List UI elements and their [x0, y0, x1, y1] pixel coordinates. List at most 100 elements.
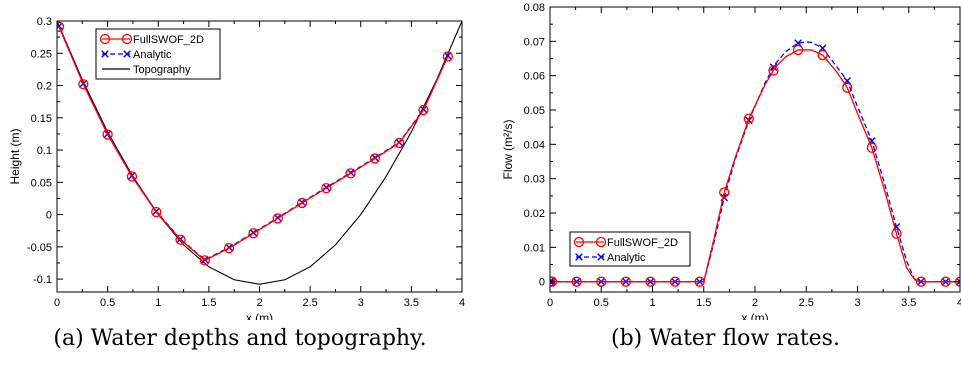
- legend-marker-0: [99, 33, 111, 45]
- point-s0-3: [126, 171, 138, 182]
- series-line-1: [550, 41, 960, 283]
- point-s0-6: [669, 276, 681, 287]
- x-axis-label: x (m): [741, 311, 768, 320]
- x-tick-label: 0: [54, 297, 60, 309]
- legend-marker-0: [121, 33, 133, 45]
- y-tick-label: 0.3: [37, 16, 52, 28]
- x-tick-label: 2: [256, 297, 262, 309]
- point-s0-13: [369, 153, 381, 164]
- x-tick-label: 2: [752, 297, 758, 309]
- point-s0-5: [175, 234, 186, 245]
- point-s0-2: [102, 129, 113, 140]
- legend-box: [95, 28, 221, 80]
- x-tick-label: 1: [155, 297, 161, 309]
- figure-a: 0 0.5 1 1.5 2 2.5 3 3.5 4 -0.1 -0.05 0 0.05 0.1 0.15 0.…: [0, 0, 480, 374]
- y-tick-label: 0.2: [37, 81, 52, 93]
- series-line-0: [58, 26, 449, 262]
- legend-box: [569, 231, 691, 267]
- y-tick-label: 0.15: [31, 113, 52, 125]
- point-s0-10: [768, 65, 779, 76]
- y-tick-label: -0.05: [27, 242, 52, 254]
- point-s0-16: [915, 276, 927, 287]
- point-s0-16: [442, 51, 453, 62]
- y-tick-label: 0.05: [524, 105, 545, 117]
- y-tick-label: 0.02: [524, 208, 545, 220]
- chart-water-depths: 0 0.5 1 1.5 2 2.5 3 3.5 4 -0.1 -0.05 0 0.05 0.1 0.15 0.…: [8, 16, 465, 320]
- point-s1-10: [769, 63, 778, 71]
- y-tick-label: 0.25: [31, 48, 52, 60]
- point-s0-1: [78, 79, 89, 90]
- point-s0-5: [645, 276, 656, 287]
- series-line-2: [57, 21, 462, 285]
- y-tick-label: 0.07: [524, 36, 545, 48]
- point-s1-13: [843, 77, 852, 85]
- legend-label-2: Topography: [133, 64, 191, 76]
- y-axis-label: Height (m): [8, 128, 22, 184]
- point-s0-10: [296, 197, 308, 209]
- x-tick-label: 3.5: [901, 297, 916, 309]
- y-tick-label: 0.05: [31, 177, 52, 189]
- plot-area: [550, 39, 960, 287]
- point-s0-1: [550, 276, 558, 287]
- point-s0-9: [272, 213, 283, 224]
- point-s0-14: [394, 137, 405, 149]
- plot-area: [57, 21, 462, 285]
- x-tick-label: 2.5: [302, 297, 317, 309]
- point-s0-14: [866, 142, 878, 153]
- x-tick-label: 3: [854, 297, 860, 309]
- x-tick-label: 4: [459, 297, 465, 309]
- y-tick-label: 0.04: [524, 139, 545, 151]
- caption-b: (b) Water flow rates.: [611, 326, 840, 351]
- point-s0-7: [223, 242, 235, 254]
- legend-marker-1: [101, 50, 109, 58]
- point-s1-12: [818, 44, 827, 52]
- x-tick-label: 4: [957, 297, 961, 309]
- chart-flow-rates: 0 0.5 1 1.5 2 2.5 3 3.5 4 0 0.01 0.02 0.03 0.04 0.05 0.…: [501, 2, 961, 320]
- caption-a: (a) Water depths and topography.: [53, 326, 427, 351]
- y-axis-label: Flow (m²/s): [501, 120, 515, 180]
- point-s1-16: [444, 52, 452, 60]
- x-tick-label: 0.5: [100, 297, 115, 309]
- x-axis-label: x (m): [246, 311, 273, 320]
- y-tick-label: 0: [46, 210, 52, 222]
- x-tick-label: 3.5: [404, 297, 419, 309]
- point-s0-4: [620, 276, 632, 287]
- y-tick-label: 0.1: [37, 145, 52, 157]
- point-s0-17: [940, 276, 951, 287]
- point-s0-11: [792, 44, 804, 56]
- figure-b: 0 0.5 1 1.5 2 2.5 3 3.5 4 0 0.01 0.02 0.03 0.04 0.05 0.…: [490, 0, 961, 374]
- y-tick-label: 0.08: [524, 2, 545, 14]
- y-tick-label: 0.01: [524, 242, 545, 254]
- legend-label-0: FullSWOF_2D: [607, 237, 678, 249]
- point-s1-0: [550, 277, 554, 286]
- point-s0-11: [321, 182, 332, 194]
- x-tick-label: 1.5: [201, 297, 216, 309]
- point-s0-7: [694, 276, 705, 287]
- point-s0-2: [571, 276, 582, 287]
- legend-marker-0: [573, 236, 585, 248]
- x-tick-label: 1.5: [696, 297, 711, 309]
- point-s1-18: [956, 277, 960, 286]
- point-s0-9: [743, 113, 755, 124]
- legend-label-1: Analytic: [607, 252, 646, 264]
- point-s0-15: [418, 104, 429, 116]
- point-s1-0: [57, 22, 63, 30]
- x-tick-label: 1: [649, 297, 655, 309]
- point-s0-8: [248, 228, 259, 239]
- x-tick-label: 0.5: [594, 297, 609, 309]
- series-line-0: [550, 49, 960, 283]
- legend-marker-0: [595, 236, 607, 248]
- x-tick-label: 2.5: [799, 297, 814, 309]
- x-tick-label: 3: [358, 297, 364, 309]
- legend: FullSWOF_2D Analytic: [569, 231, 691, 267]
- y-tick-label: 0.06: [524, 71, 545, 83]
- legend-marker-1: [123, 50, 131, 58]
- point-s0-13: [842, 82, 853, 93]
- x-tick-label: 0: [547, 297, 553, 309]
- point-s0-15: [891, 228, 902, 239]
- point-s0-0: [57, 21, 65, 32]
- legend-marker-1: [575, 253, 583, 261]
- point-s0-12: [345, 168, 356, 179]
- point-s0-4: [151, 206, 162, 218]
- legend: FullSWOF_2D Analytic Topography: [95, 28, 221, 80]
